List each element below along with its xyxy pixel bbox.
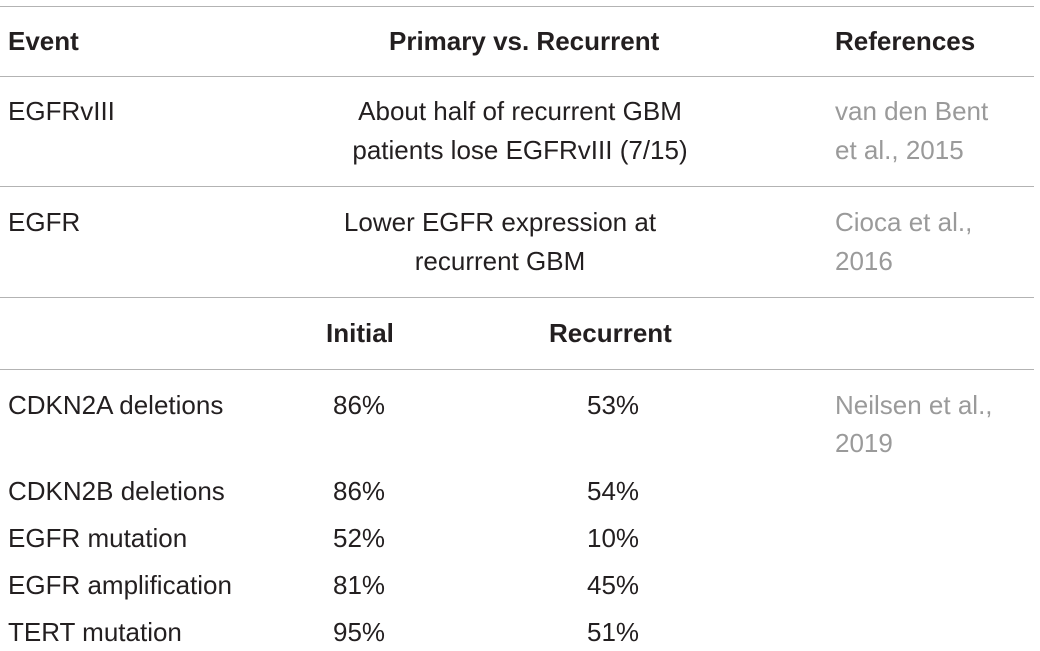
row-description-line1: Lower EGFR expression at <box>343 207 657 237</box>
sub-row-initial: 81% <box>333 570 386 600</box>
row-event-egfr: EGFR <box>8 207 81 237</box>
sub-reference-line2: 2019 <box>835 428 893 458</box>
sub-row-recurrent: 51% <box>587 617 640 647</box>
sub-row-initial: 86% <box>333 476 386 506</box>
sub-row-event: CDKN2A deletions <box>8 390 224 420</box>
row-reference-line2: 2016 <box>835 246 893 276</box>
sub-row-initial: 86% <box>333 390 386 420</box>
sub-row-event: CDKN2B deletions <box>8 476 225 506</box>
header-rule <box>0 76 1034 77</box>
subheader-rule <box>0 369 1034 370</box>
row-reference-line1: van den Bent <box>835 96 989 126</box>
row-description-line1: About half of recurrent GBM <box>358 96 682 126</box>
table-top-rule <box>0 6 1034 7</box>
sub-row-initial: 95% <box>333 617 386 647</box>
sub-row-recurrent: 10% <box>587 523 640 553</box>
sub-row-initial: 52% <box>333 523 386 553</box>
sub-row-event: EGFR mutation <box>8 523 188 553</box>
subheader-initial: Initial <box>326 318 394 348</box>
sub-row-recurrent: 53% <box>587 390 640 420</box>
row-description-line2: patients lose EGFRvIII (7/15) <box>352 135 688 165</box>
row-event-egfrviii: EGFRvIII <box>8 96 115 126</box>
header-references: References <box>835 26 976 56</box>
sub-reference-line1: Neilsen et al., <box>835 390 993 420</box>
row-description-line2: recurrent GBM <box>414 246 586 276</box>
sub-row-recurrent: 54% <box>587 476 640 506</box>
row-reference-line1: Cioca et al., <box>835 207 973 237</box>
sub-row-recurrent: 45% <box>587 570 640 600</box>
header-primary-vs-recurrent: Primary vs. Recurrent <box>389 26 660 56</box>
row-rule <box>0 186 1034 187</box>
sub-row-event: EGFR amplification <box>8 570 232 600</box>
row-rule <box>0 297 1034 298</box>
subheader-recurrent: Recurrent <box>549 318 672 348</box>
header-event: Event <box>8 26 79 56</box>
sub-row-event: TERT mutation <box>8 617 182 647</box>
row-reference-line2: et al., 2015 <box>835 135 964 165</box>
